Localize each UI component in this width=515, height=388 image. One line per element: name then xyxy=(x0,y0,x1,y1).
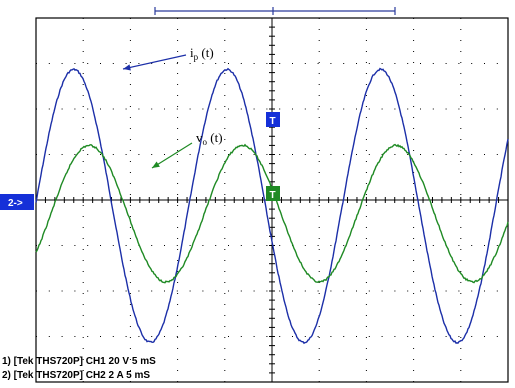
trigger-marker-green-label: T xyxy=(270,190,276,201)
arrow-ip-head xyxy=(123,64,131,71)
trigger-marker-blue-label: T xyxy=(270,116,276,127)
label-ip: ip (t) xyxy=(190,45,214,62)
label-vo: vo (t) xyxy=(196,130,223,147)
trigger-marker-green xyxy=(266,186,280,201)
arrow-vo-head xyxy=(152,161,160,168)
trigger-marker-blue xyxy=(266,112,280,127)
arrow-ip xyxy=(122,54,187,70)
channel-readout-1: 1) [Tek THS720P] CH1 20 V 5 mS xyxy=(2,356,156,367)
arrow-vo xyxy=(151,142,193,169)
annotations: ip (t) vo (t) 2-> T T 1) [Tek THS720P] CH1 20… xyxy=(0,45,280,381)
ground-marker xyxy=(0,194,34,210)
trace-ip xyxy=(35,67,509,345)
channel-readout-2: 2) [Tek THS720P] CH2 2 A 5 mS xyxy=(2,370,150,381)
ground-marker-label: 2-> xyxy=(8,198,23,209)
